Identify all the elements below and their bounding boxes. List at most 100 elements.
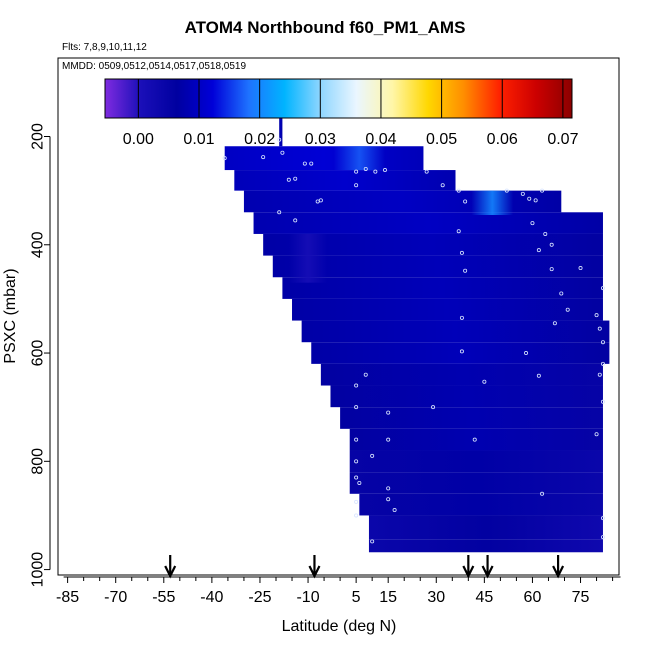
field-cell	[224, 146, 424, 171]
chart-title: ATOM4 Northbound f60_PM1_AMS	[184, 18, 466, 37]
colorbar-tick-label: 0.07	[547, 131, 578, 148]
arrow-head	[164, 565, 177, 579]
x-tick-label: -25	[248, 589, 271, 606]
field-cell	[292, 298, 603, 321]
sample-point	[354, 405, 359, 410]
sample-point	[431, 405, 436, 410]
sample-point	[309, 161, 314, 166]
sample-point	[533, 198, 538, 203]
sample-point	[363, 166, 368, 171]
sample-point	[549, 267, 554, 272]
sample-point	[293, 176, 298, 181]
flights-subtitle: Flts: 7,8,9,10,11,12	[62, 42, 147, 53]
colorbar-tick-label: 0.00	[123, 131, 154, 148]
field-cell	[330, 385, 603, 408]
sample-point	[456, 188, 461, 193]
sample-point	[354, 383, 359, 388]
arrow-head	[462, 565, 475, 579]
sample-points	[222, 137, 605, 544]
sample-point	[524, 351, 529, 356]
sample-point	[482, 379, 487, 384]
field-highlight	[471, 190, 514, 215]
field-cell	[359, 493, 603, 516]
x-tick-label: -40	[200, 589, 223, 606]
sample-point	[293, 218, 298, 223]
colorbar-tick-label: 0.03	[305, 131, 336, 148]
field-cell	[349, 450, 603, 473]
sample-point	[318, 198, 323, 203]
plot-frame	[57, 57, 620, 576]
sample-point	[520, 191, 525, 196]
sample-point	[536, 248, 541, 253]
sample-point	[386, 410, 391, 415]
colorbar-tick-label: 0.01	[183, 131, 214, 148]
x-axis: -85 -70 -55 -40 -25 -10 5 15 30 45 60 75	[56, 576, 621, 606]
sample-point	[536, 373, 541, 378]
field-cell	[368, 539, 603, 553]
sample-point	[463, 268, 468, 273]
y-axis-label: PSXC (mbar)	[2, 268, 19, 363]
sample-point	[597, 372, 602, 377]
sample-point	[354, 513, 359, 518]
y-tick-label: 600	[30, 340, 47, 367]
sample-point	[540, 491, 545, 496]
x-tick-label: -55	[152, 589, 175, 606]
field-cell	[311, 342, 610, 364]
y-tick-label: 800	[30, 448, 47, 475]
sample-point	[530, 221, 535, 226]
sample-point	[424, 169, 429, 174]
down-arrow-icon	[481, 555, 494, 579]
sample-point	[354, 475, 359, 480]
colorbar-tick-label: 0.05	[426, 131, 457, 148]
sample-point	[280, 150, 285, 155]
sample-point	[386, 486, 391, 491]
sample-point	[392, 508, 397, 513]
down-arrow-icon	[308, 555, 321, 579]
sample-point	[600, 361, 605, 366]
field-cell	[368, 515, 603, 540]
field-highlight	[288, 233, 328, 283]
sample-point	[382, 168, 387, 173]
sample-point	[459, 250, 464, 255]
sample-point	[540, 188, 545, 193]
field-cell	[279, 112, 283, 147]
colorbar-tick-label: 0.04	[365, 131, 396, 148]
down-arrow-icon	[164, 555, 177, 579]
colorbar-tick-label: 0.06	[487, 131, 518, 148]
sample-point	[357, 480, 362, 485]
sample-point	[472, 437, 477, 442]
colorbar: 0.00 0.01 0.02 0.03 0.04 0.05 0.06 0.07	[104, 78, 579, 148]
sample-point	[261, 155, 266, 160]
field-cell	[340, 407, 603, 429]
sample-point	[578, 266, 583, 271]
sample-point	[565, 307, 570, 312]
sample-point	[373, 169, 378, 174]
sample-point	[543, 231, 548, 236]
sample-point	[386, 437, 391, 442]
field-cell	[320, 363, 603, 386]
sample-point	[302, 161, 307, 166]
sample-point	[354, 459, 359, 464]
sample-point	[594, 313, 599, 318]
x-tick-label: 5	[352, 589, 361, 606]
y-axis: 200 400 600 800 1000	[30, 123, 51, 587]
arrow-head	[481, 565, 494, 579]
x-tick-label: -85	[56, 589, 79, 606]
sample-point	[354, 499, 359, 504]
sample-point	[559, 291, 564, 296]
sample-point	[354, 437, 359, 442]
sample-point	[286, 177, 291, 182]
sample-point	[549, 242, 554, 247]
y-tick-label: 1000	[30, 552, 47, 588]
sample-point	[600, 340, 605, 345]
sample-point	[222, 156, 227, 161]
latitude-arrows	[164, 555, 565, 579]
sample-point	[354, 183, 359, 188]
sample-point	[600, 286, 605, 291]
field-cell	[234, 170, 456, 191]
sample-point	[277, 210, 282, 215]
sample-point	[504, 188, 509, 193]
sample-point	[459, 349, 464, 354]
field-cell	[349, 472, 603, 494]
